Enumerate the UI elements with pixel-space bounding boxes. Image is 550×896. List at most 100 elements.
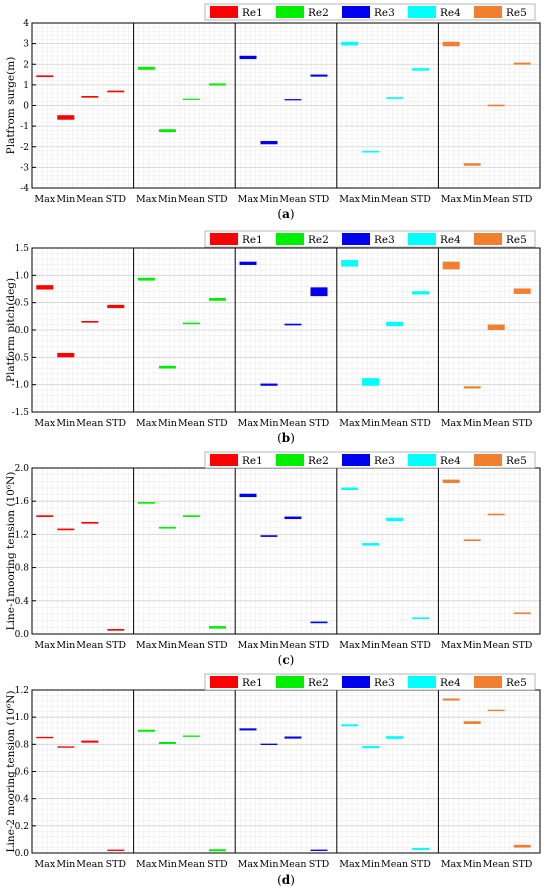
legend-swatch-re3 [342,6,370,18]
panel-label: (d) [277,873,295,887]
y-tick-label: 0.0 [15,326,30,336]
x-tick-label: Max [339,194,360,205]
bar-re2-max [137,729,155,732]
x-tick-label: Mean [279,859,306,870]
x-tick-label: Mean [381,859,408,870]
legend-label: Re3 [374,455,395,467]
x-tick-label: STD [207,194,228,205]
bar-re1-max [36,75,54,78]
bar-re4-std [412,617,430,620]
bar-re2-mean [182,735,200,737]
bar-re5-std [513,612,531,615]
y-tick-label: -1.0 [12,381,30,391]
bar-re1-min [57,115,75,120]
bar-re3-min [260,383,278,386]
legend-label: Re3 [374,677,395,689]
x-tick-label: STD [512,859,533,870]
bar-re5-std [513,288,531,294]
y-tick-label: 1.2 [15,686,29,696]
chart-panel-2: 1.5 1.0 0.5 0.0 -0.5 -1.0 -1.5 Platform pitch(d… [5,230,541,445]
bar-re4-max [341,41,359,46]
panel-label: (b) [277,431,295,445]
bar-re1-std [107,849,125,851]
x-tick-label: Max [34,194,55,205]
x-tick-label: Min [260,640,279,651]
legend-swatch-re1 [210,676,238,688]
bar-re3-min [260,743,278,746]
bar-re1-min [57,352,75,358]
bar-re3-max [239,261,257,265]
legend-label: Re3 [374,7,395,19]
x-tick-label: STD [207,640,228,651]
bar-re2-mean [182,515,200,517]
bar-re5-min [463,721,481,724]
x-tick-label: Max [339,859,360,870]
y-axis-label: Platfrom surge(m) [5,57,17,155]
x-tick-label: STD [410,859,431,870]
y-tick-label: -3 [20,163,29,173]
x-tick-label: STD [207,418,228,429]
bar-re2-std [208,849,226,852]
x-tick-label: STD [106,640,127,651]
x-tick-label: Max [238,640,259,651]
panel-label: (c) [278,653,295,667]
y-tick-label: 1.0 [15,271,30,281]
legend-swatch-re2 [276,454,304,466]
x-tick-label: Min [158,194,177,205]
bar-re2-mean [182,322,200,325]
y-tick-label: 1.2 [15,530,29,540]
x-tick-label: Max [238,859,259,870]
bar-re3-min [260,140,278,145]
x-tick-label: Mean [483,859,510,870]
bar-re3-mean [284,99,302,101]
bar-re2-std [208,83,226,86]
legend-label: Re3 [374,234,395,246]
bar-re1-mean [81,320,99,323]
x-tick-label: Max [339,640,360,651]
bar-re5-min [463,386,481,389]
bar-re4-min [362,150,380,153]
x-tick-label: Min [361,194,380,205]
x-tick-label: Mean [279,194,306,205]
x-tick-label: Max [441,859,462,870]
x-tick-label: STD [410,640,431,651]
y-tick-label: -0.5 [12,353,30,363]
y-tick-label: 2 [23,60,29,70]
legend-swatch-re3 [342,676,370,688]
bar-re3-mean [284,516,302,520]
x-tick-label: Max [34,640,55,651]
x-tick-label: STD [512,418,533,429]
y-tick-label: 1.5 [15,244,30,254]
x-tick-label: STD [512,194,533,205]
legend-swatch-re4 [408,454,436,466]
x-tick-label: Mean [76,194,103,205]
legend-swatch-re5 [474,454,502,466]
legend-label: Re5 [506,234,527,246]
legend-swatch-re1 [210,6,238,18]
legend: Re1 Re2 Re3 Re4 Re5 [204,3,536,21]
bar-re3-mean [284,736,302,739]
x-tick-label: Min [56,418,75,429]
x-tick-label: Min [56,859,75,870]
bar-re3-std [310,74,328,77]
bar-re4-std [412,291,430,295]
y-tick-label: 4 [23,19,29,29]
bar-re4-mean [386,321,404,327]
x-tick-label: Min [463,418,482,429]
x-tick-label: Min [158,640,177,651]
y-tick-label: 3 [23,40,29,50]
legend-label: Re1 [242,677,263,689]
legend-swatch-re5 [474,6,502,18]
bar-re4-min [362,378,380,386]
bar-re4-mean [386,736,404,739]
bar-re5-std [513,844,531,848]
x-tick-label: Max [34,859,55,870]
legend-swatch-re2 [276,6,304,18]
x-tick-label: STD [309,859,330,870]
x-tick-label: STD [106,418,127,429]
x-tick-label: Min [463,859,482,870]
x-tick-label: STD [106,194,127,205]
y-tick-label: 1.0 [15,713,30,723]
y-tick-label: -1.5 [12,408,30,418]
x-tick-label: Max [339,418,360,429]
